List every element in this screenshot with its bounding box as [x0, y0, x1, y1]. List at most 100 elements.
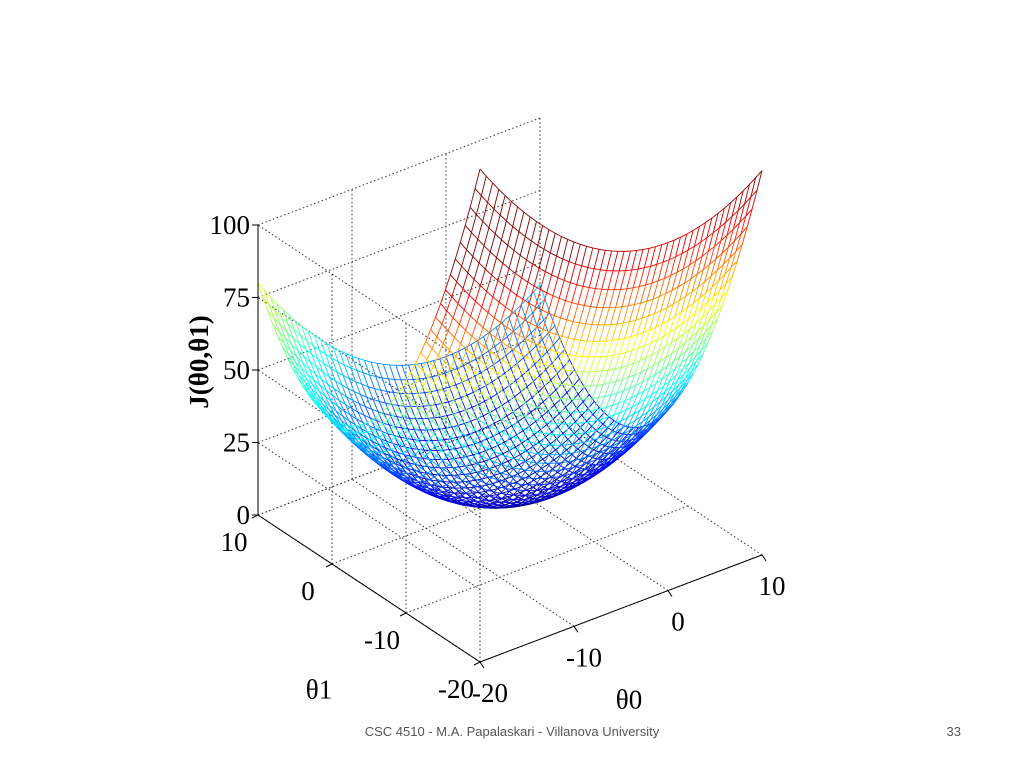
mesh-segment [606, 436, 612, 440]
mesh-segment [467, 367, 475, 374]
mesh-segment [436, 404, 443, 414]
mesh-segment [595, 456, 602, 461]
mesh-segment [543, 454, 550, 464]
mesh-segment [505, 381, 512, 395]
mesh-segment [459, 456, 466, 464]
mesh-segment [587, 341, 594, 358]
mesh-segment [466, 497, 474, 501]
mesh-segment [382, 456, 390, 461]
mesh-segment [404, 428, 412, 436]
mesh-segment [307, 373, 315, 381]
mesh-segment [466, 335, 473, 350]
mesh-segment [606, 445, 614, 450]
mesh-segment [664, 342, 672, 348]
mesh-segment [652, 390, 659, 402]
mesh-segment [494, 390, 501, 403]
mesh-segment [471, 492, 477, 497]
mesh-segment [502, 346, 509, 361]
mesh-segment [454, 492, 461, 497]
mesh-segment [370, 458, 377, 463]
mesh-segment [493, 208, 501, 216]
mesh-segment [524, 319, 531, 324]
mesh-segment [458, 487, 465, 492]
mesh-segment [573, 241, 581, 245]
mesh-segment [507, 494, 514, 500]
mesh-segment [462, 272, 469, 289]
mesh-segment [470, 489, 477, 493]
mesh-segment [682, 382, 689, 391]
mesh-segment [395, 388, 402, 397]
mesh-segment [662, 242, 669, 263]
mesh-segment [440, 480, 447, 486]
mesh-segment [535, 421, 541, 430]
mesh-segment [580, 449, 587, 453]
mesh-segment [432, 355, 439, 367]
mesh-segment [396, 458, 403, 462]
mesh-segment [692, 331, 698, 346]
mesh-segment [615, 420, 622, 432]
mesh-segment [658, 385, 665, 397]
mesh-segment [470, 452, 477, 461]
mesh-segment [510, 380, 518, 385]
mesh-segment [507, 408, 514, 413]
mesh-segment [397, 452, 404, 456]
mesh-segment [462, 475, 469, 481]
mesh-segment [306, 392, 314, 401]
mesh-segment [706, 232, 714, 238]
mesh-segment [474, 376, 481, 390]
mesh-segment [506, 311, 513, 328]
mesh-segment [298, 343, 305, 357]
mesh-segment [532, 501, 538, 504]
mesh-segment [577, 469, 585, 473]
mesh-segment [414, 416, 422, 424]
mesh-segment [397, 452, 404, 462]
mesh-segment [539, 271, 546, 290]
mesh-segment [455, 381, 463, 386]
mesh-segment [339, 392, 346, 405]
mesh-segment [379, 438, 386, 448]
mesh-segment [705, 286, 713, 294]
mesh-segment [505, 306, 512, 312]
mesh-segment [366, 422, 374, 431]
mesh-segment [494, 233, 502, 241]
mesh-segment [487, 485, 494, 491]
mesh-segment [478, 400, 485, 405]
j-tick-label: 0 [237, 500, 251, 530]
mesh-segment [477, 463, 485, 467]
mesh-segment [508, 422, 515, 426]
mesh-segment [495, 337, 503, 343]
mesh-segment [546, 470, 552, 479]
j-axis-label: J(θ0,θ1) [184, 315, 214, 408]
mesh-segment [396, 416, 404, 419]
mesh-segment [357, 432, 365, 441]
mesh-segment [571, 471, 578, 475]
mesh-segment [561, 398, 568, 412]
mesh-segment [678, 374, 685, 385]
mesh-segment [453, 502, 460, 505]
mesh-segment [598, 384, 604, 398]
mesh-segment [630, 250, 637, 252]
mesh-segment [610, 307, 617, 325]
mesh-segment [385, 466, 391, 469]
mesh-segment [495, 416, 503, 421]
mesh-segment [472, 463, 478, 471]
mesh-segment [267, 311, 274, 325]
mesh-segment [528, 285, 535, 304]
mesh-segment [313, 335, 320, 351]
mesh-segment [387, 414, 393, 421]
mesh-segment [318, 349, 325, 364]
mesh-segment [371, 451, 379, 459]
mesh-segment [615, 289, 621, 308]
mesh-segment [513, 459, 520, 469]
mesh-segment [701, 302, 708, 318]
mesh-segment [522, 477, 529, 485]
theta1-tick-mark [399, 612, 407, 617]
mesh-segment [461, 471, 468, 477]
mesh-segment [476, 491, 484, 495]
mesh-segment [714, 240, 722, 247]
mesh-segment [524, 460, 532, 463]
mesh-segment [527, 470, 534, 479]
mesh-segment [356, 370, 364, 374]
mesh-segment [709, 304, 716, 320]
mesh-segment [375, 376, 382, 391]
